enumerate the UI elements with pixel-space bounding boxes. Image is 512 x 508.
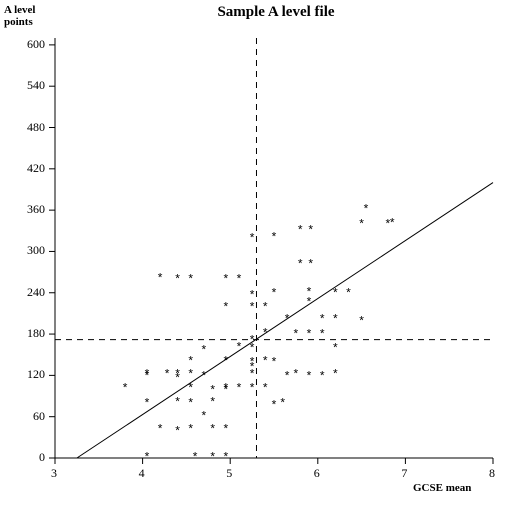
data-point: * [208, 424, 218, 436]
data-point: * [234, 342, 244, 354]
data-point: * [330, 314, 340, 326]
data-point: * [186, 398, 196, 410]
data-point: * [142, 452, 152, 464]
data-point: * [269, 232, 279, 244]
data-point: * [291, 369, 301, 381]
y-tick-label: 240 [5, 285, 45, 300]
data-point: * [269, 288, 279, 300]
data-point: * [295, 225, 305, 237]
y-tick-label: 360 [5, 202, 45, 217]
y-tick-label: 540 [5, 78, 45, 93]
data-point: * [208, 385, 218, 397]
data-point: * [186, 383, 196, 395]
x-tick-label: 6 [314, 466, 320, 481]
plot-svg [0, 0, 512, 508]
data-point: * [186, 369, 196, 381]
data-point: * [208, 397, 218, 409]
data-point: * [357, 219, 367, 231]
x-tick-label: 5 [226, 466, 232, 481]
y-tick-label: 600 [5, 37, 45, 52]
data-point: * [330, 288, 340, 300]
data-point: * [282, 314, 292, 326]
y-tick-label: 420 [5, 161, 45, 176]
data-point: * [162, 369, 172, 381]
data-point: * [306, 259, 316, 271]
data-point: * [221, 274, 231, 286]
data-point: * [155, 424, 165, 436]
data-point: * [247, 335, 257, 347]
data-point: * [199, 371, 209, 383]
data-point: * [155, 273, 165, 285]
data-point: * [269, 357, 279, 369]
data-point: * [343, 288, 353, 300]
data-point: * [221, 302, 231, 314]
data-point: * [221, 356, 231, 368]
data-point: * [306, 225, 316, 237]
data-point: * [173, 369, 183, 381]
data-point: * [357, 316, 367, 328]
data-point: * [221, 424, 231, 436]
y-tick-label: 120 [5, 367, 45, 382]
y-tick-label: 480 [5, 120, 45, 135]
data-point: * [120, 383, 130, 395]
data-point: * [186, 356, 196, 368]
data-point: * [173, 274, 183, 286]
data-point: * [387, 218, 397, 230]
data-point: * [173, 397, 183, 409]
data-point: * [317, 329, 327, 341]
data-point: * [142, 398, 152, 410]
y-tick-label: 300 [5, 243, 45, 258]
data-point: * [199, 411, 209, 423]
data-point: * [190, 452, 200, 464]
y-tick-label: 0 [5, 450, 45, 465]
data-point: * [247, 357, 257, 369]
x-tick-label: 7 [401, 466, 407, 481]
data-point: * [304, 329, 314, 341]
data-point: * [317, 314, 327, 326]
data-point: * [173, 426, 183, 438]
y-tick-label: 60 [5, 409, 45, 424]
data-point: * [234, 383, 244, 395]
data-point: * [260, 383, 270, 395]
data-point: * [317, 371, 327, 383]
data-point: * [260, 302, 270, 314]
data-point: * [221, 383, 231, 395]
data-point: * [278, 398, 288, 410]
x-axis-label: GCSE mean [413, 482, 471, 494]
data-point: * [295, 259, 305, 271]
data-point: * [260, 328, 270, 340]
data-point: * [221, 452, 231, 464]
x-tick-label: 8 [489, 466, 495, 481]
data-point: * [304, 287, 314, 299]
data-point: * [142, 369, 152, 381]
data-point: * [186, 424, 196, 436]
data-point: * [247, 383, 257, 395]
data-point: * [234, 274, 244, 286]
y-tick-label: 180 [5, 326, 45, 341]
data-point: * [361, 204, 371, 216]
data-point: * [330, 343, 340, 355]
data-point: * [208, 452, 218, 464]
data-point: * [247, 302, 257, 314]
data-point: * [330, 369, 340, 381]
data-point: * [304, 371, 314, 383]
scatter-chart: Sample A level file A level points GCSE … [0, 0, 512, 508]
data-point: * [247, 233, 257, 245]
x-tick-label: 3 [51, 466, 57, 481]
data-point: * [186, 274, 196, 286]
x-tick-label: 4 [139, 466, 145, 481]
data-point: * [199, 345, 209, 357]
data-point: * [247, 290, 257, 302]
data-point: * [291, 329, 301, 341]
